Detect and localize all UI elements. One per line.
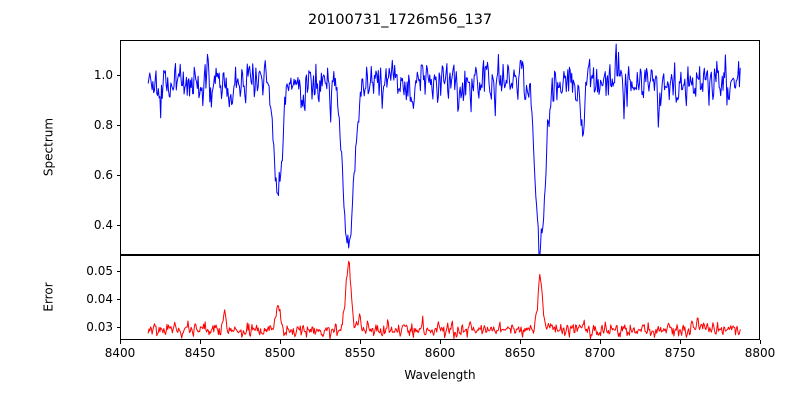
error-ytick-label: 0.03 (86, 320, 113, 335)
error-xtick-mark (600, 340, 601, 344)
error-xtick-mark (760, 340, 761, 344)
error-xtick-label: 8500 (264, 346, 296, 360)
spectrum-ytick-label: 0.6 (93, 168, 113, 182)
spectrum-plot-area (120, 40, 760, 255)
error-xtick-mark (680, 340, 681, 344)
error-xtick-label: 8650 (504, 346, 536, 360)
error-xtick-label: 8450 (184, 346, 216, 360)
error-xtick-label: 8400 (104, 346, 136, 360)
error-xtick-mark (520, 340, 521, 344)
error-line-series (147, 260, 741, 339)
error-xtick-label: 8600 (424, 346, 456, 360)
error-ytick-label: 0.04 (86, 291, 113, 306)
error-xtick-mark (280, 340, 281, 344)
error-xtick-mark (360, 340, 361, 344)
error-ytick-label: 0.05 (86, 263, 113, 278)
error-plot-area (120, 255, 760, 340)
x-axis-label: Wavelength (404, 368, 476, 382)
page-title: 20100731_1726m56_137 (307, 12, 493, 28)
error-xtick-label: 8750 (664, 346, 696, 360)
spectrum-ytick-label: 1.0 (93, 68, 113, 82)
spectrum-line-series (147, 43, 741, 254)
error-xtick-mark (200, 340, 201, 344)
error-xtick-mark (120, 340, 121, 344)
spectrum-y-axis-label: Spectrum (41, 117, 55, 176)
error-y-axis-label: Error (41, 281, 55, 312)
error-xtick-label: 8800 (744, 346, 776, 360)
error-xtick-mark (440, 340, 441, 344)
spectrum-ytick-label: 0.8 (93, 118, 113, 132)
error-xtick-label: 8550 (344, 346, 376, 360)
spectrum-ytick-label: 0.4 (93, 218, 113, 232)
error-xtick-label: 8700 (584, 346, 616, 360)
